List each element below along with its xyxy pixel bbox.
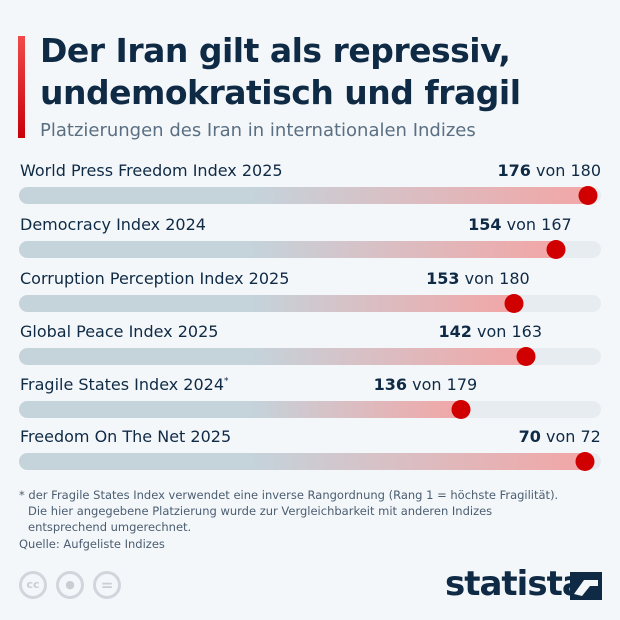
row-label: World Press Freedom Index 2025: [20, 161, 283, 180]
rank-total: von 180: [464, 269, 530, 288]
rank-dot: [516, 347, 536, 366]
rank-label: 70 von 72: [519, 427, 601, 446]
bar-fill: [19, 187, 598, 204]
rank-dot: [504, 294, 524, 313]
rank-value: 153: [426, 269, 460, 288]
row-label: Freedom On The Net 2025: [20, 427, 231, 446]
bar-fill: [19, 348, 536, 365]
row-label-text: Corruption Perception Index 2025: [20, 269, 290, 288]
row-label-text: Global Peace Index 2025: [20, 322, 219, 341]
rank-value: 70: [518, 427, 541, 446]
row-label-text: Democracy Index 2024: [20, 215, 206, 234]
footnote: * der Fragile States Index verwendet ein…: [19, 487, 599, 535]
row-label: Democracy Index 2024: [20, 215, 206, 234]
rank-label: 153 von 180: [426, 269, 530, 288]
rank-value: 136: [373, 375, 408, 394]
rank-label: 142 von 163: [438, 322, 542, 341]
rank-label: 176 von 180: [497, 161, 601, 180]
row-label: Fragile States Index 2024*: [20, 375, 229, 394]
bar-track: [19, 347, 601, 366]
rank-value: 154: [468, 215, 502, 234]
cc-icon[interactable]: cc: [19, 571, 47, 599]
equals-icon[interactable]: =: [93, 571, 121, 599]
bar-track: [19, 186, 601, 205]
rank-dot: [546, 240, 566, 259]
rank-total: von 72: [545, 427, 601, 446]
row-label: Corruption Perception Index 2025: [20, 269, 289, 288]
bar-track: [19, 452, 601, 471]
rank-dot: [451, 400, 471, 419]
footnote-line: * der Fragile States Index verwendet ein…: [19, 488, 559, 502]
rank-value: 176: [497, 161, 531, 180]
bar-fill: [19, 453, 594, 470]
chart-title: Der Iran gilt als repressiv, undemokrati…: [40, 31, 521, 112]
bar-track: [19, 294, 601, 313]
rank-total: von 179: [412, 375, 478, 394]
person-icon[interactable]: ●: [56, 571, 84, 599]
row-label-text: World Press Freedom Index 2025: [20, 161, 283, 180]
bar-fill: [19, 241, 565, 258]
bar-fill: [19, 401, 471, 418]
row-label-text: Fragile States Index 2024: [20, 375, 225, 394]
row-label: Global Peace Index 2025: [20, 322, 218, 341]
rank-total: von 163: [476, 322, 543, 341]
bar-track: [19, 240, 601, 259]
rank-value: 142: [438, 322, 472, 341]
statista-logo-mark-icon: [570, 572, 602, 600]
rank-total: von 180: [535, 161, 601, 180]
statista-logo[interactable]: statista: [445, 564, 585, 604]
row-label-text: Freedom On The Net 2025: [20, 427, 232, 446]
source: Quelle: Aufgeliste Indizes: [19, 537, 165, 551]
footnote-line: entsprechend umgerechnet.: [28, 520, 192, 534]
title-accent-bar: [18, 36, 25, 138]
rank-dot: [575, 452, 595, 471]
rank-label: 136 von 179: [374, 375, 478, 394]
bar-fill: [19, 295, 523, 312]
rank-total: von 167: [506, 215, 572, 234]
chart-subtitle: Platzierungen des Iran in internationale…: [40, 120, 476, 141]
rank-dot: [578, 186, 598, 205]
footnote-mark: *: [224, 376, 229, 387]
rank-label: 154 von 167: [468, 215, 572, 234]
footnote-line: Die hier angegebene Platzierung wurde zu…: [28, 504, 493, 518]
bar-track: [19, 400, 601, 419]
